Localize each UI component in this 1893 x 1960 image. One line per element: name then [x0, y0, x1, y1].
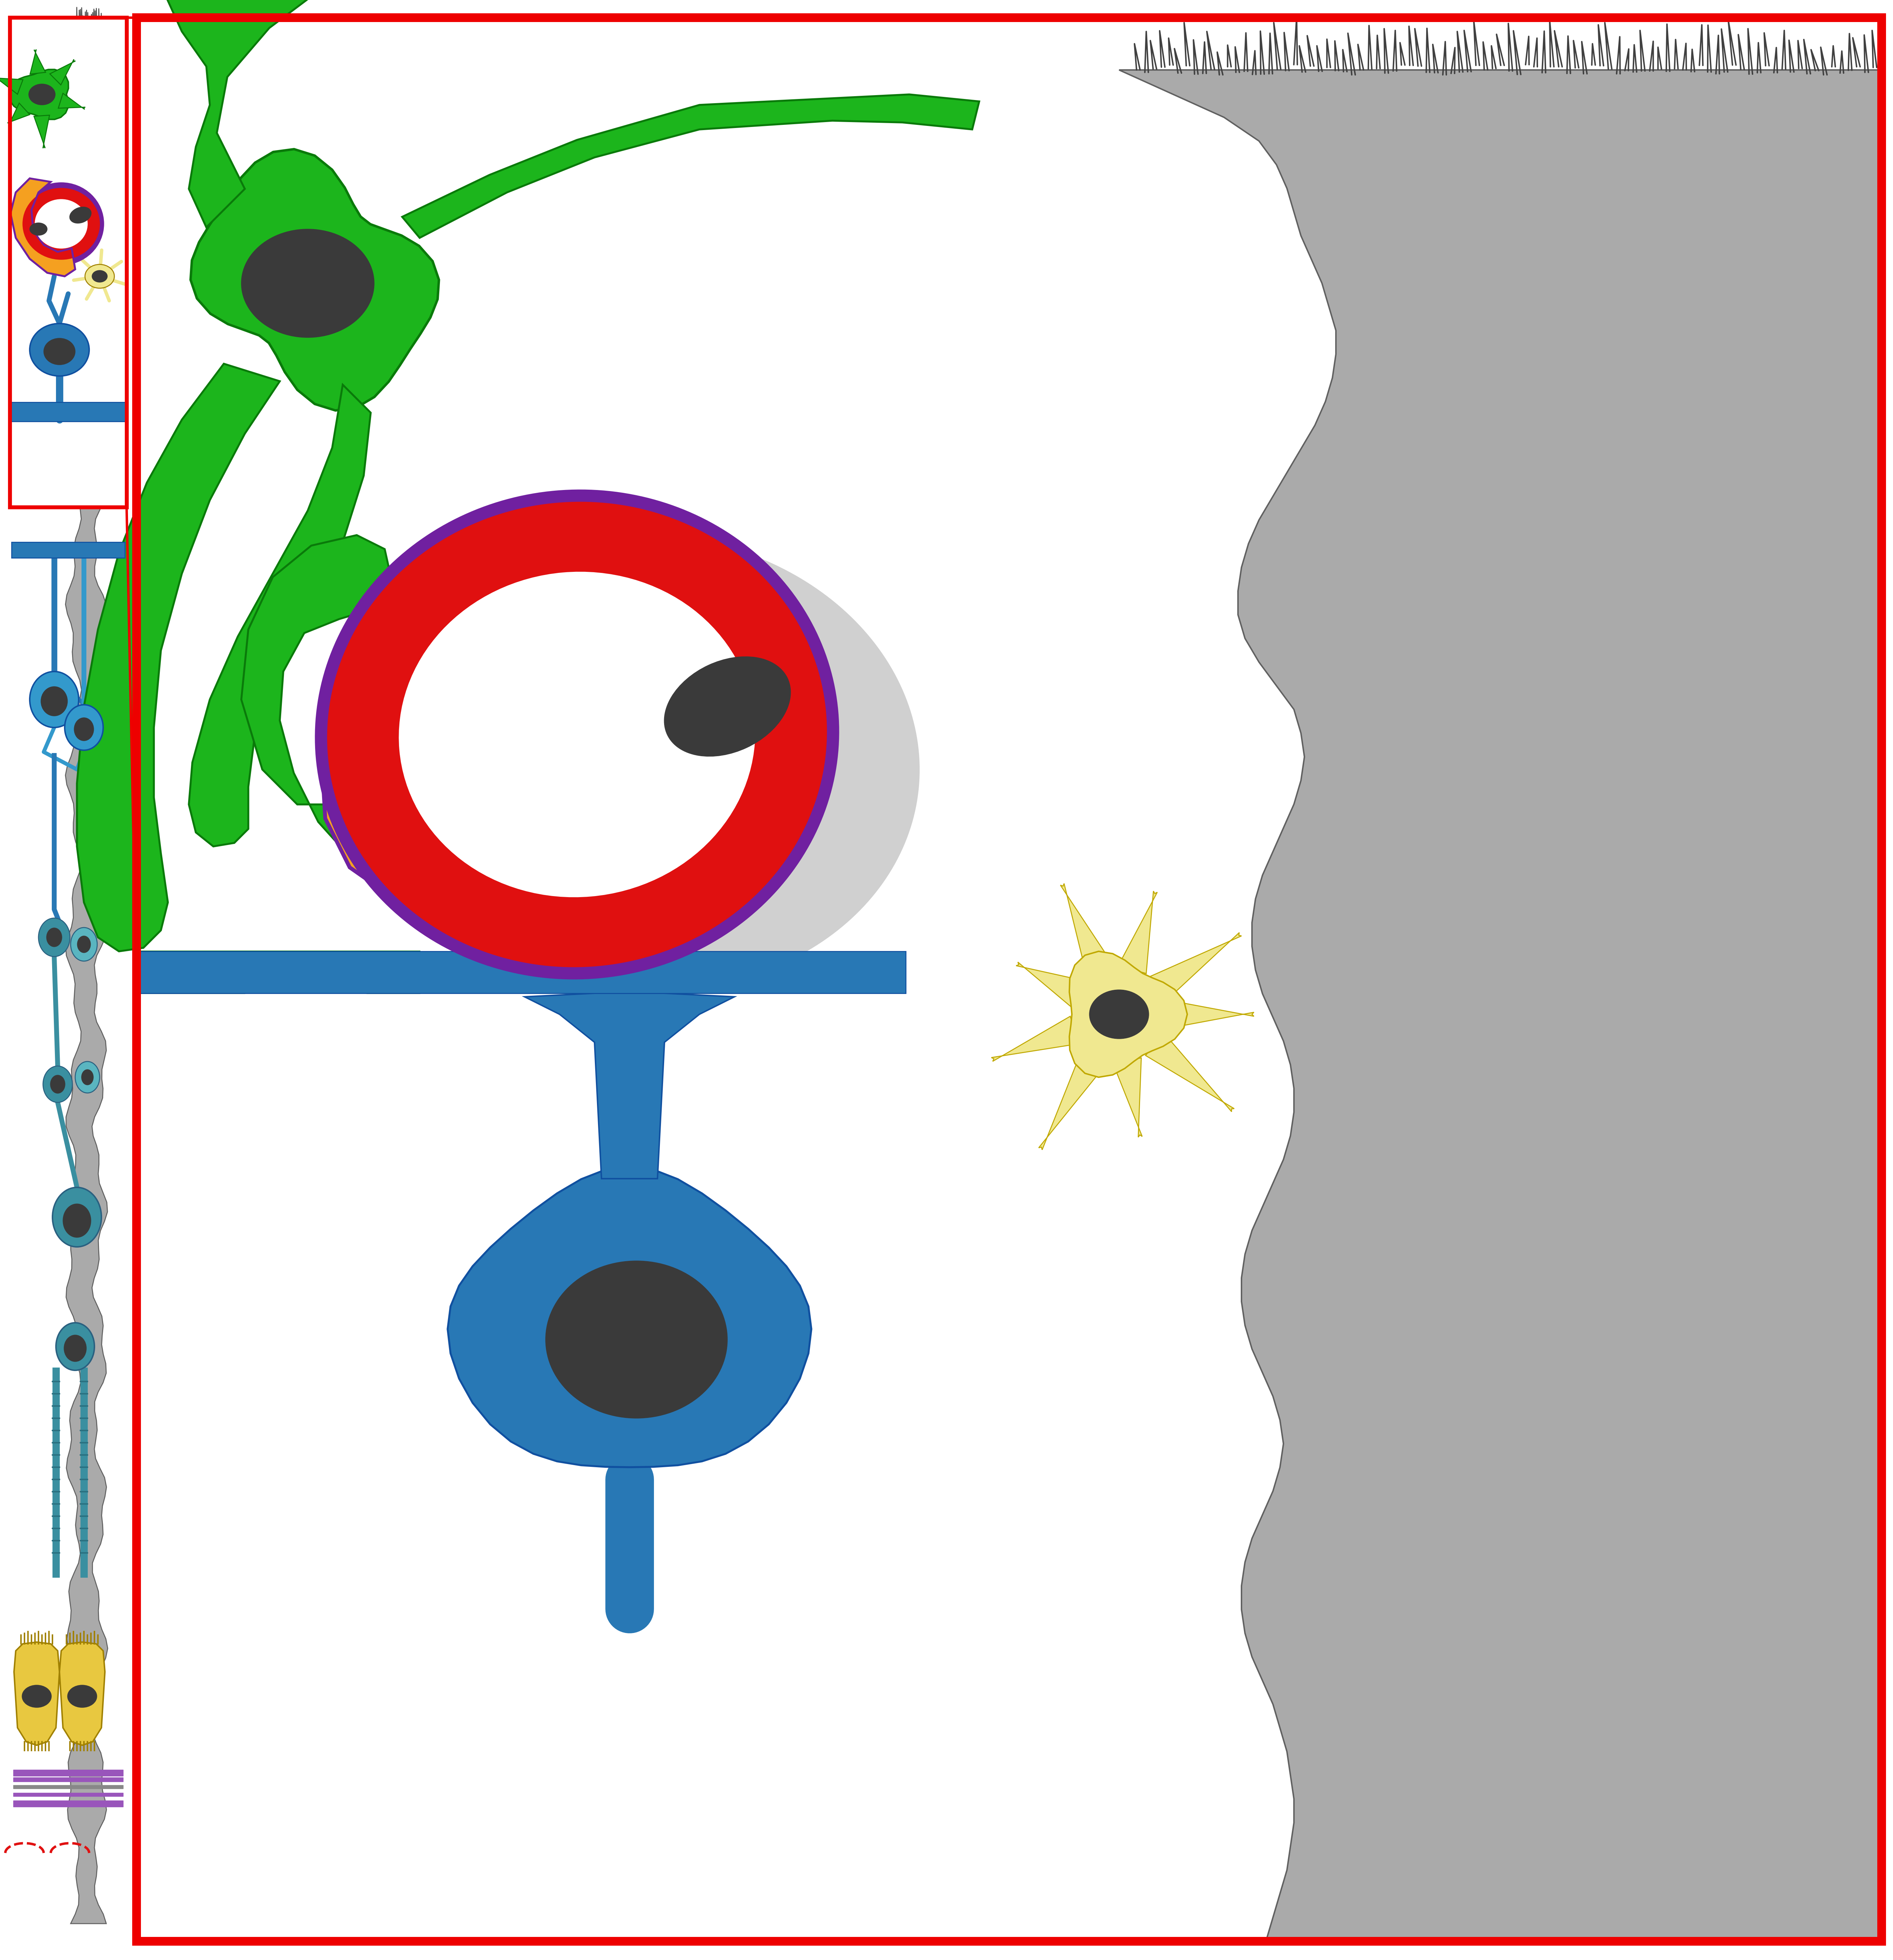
Ellipse shape [57, 1323, 95, 1370]
Ellipse shape [53, 1188, 102, 1247]
Ellipse shape [44, 1066, 72, 1102]
Polygon shape [1039, 1047, 1107, 1151]
Ellipse shape [70, 208, 91, 223]
Polygon shape [1017, 962, 1083, 1007]
Bar [9, 18, 127, 508]
Ellipse shape [314, 490, 839, 980]
Polygon shape [30, 49, 45, 74]
Ellipse shape [81, 1070, 93, 1086]
Polygon shape [189, 384, 371, 847]
Ellipse shape [44, 339, 76, 365]
Polygon shape [1070, 951, 1187, 1078]
Polygon shape [78, 365, 280, 951]
Polygon shape [240, 535, 424, 868]
Ellipse shape [47, 927, 62, 947]
Ellipse shape [68, 1686, 97, 1707]
Polygon shape [9, 69, 68, 120]
Polygon shape [66, 35, 108, 1923]
Ellipse shape [375, 625, 479, 704]
Ellipse shape [78, 937, 91, 953]
Polygon shape [524, 994, 734, 1178]
Polygon shape [401, 94, 979, 237]
Polygon shape [165, 0, 350, 227]
Ellipse shape [375, 535, 920, 990]
Bar [11, 543, 125, 559]
Ellipse shape [240, 229, 375, 337]
Polygon shape [59, 94, 85, 110]
Polygon shape [447, 1166, 812, 1468]
Polygon shape [8, 104, 30, 125]
Bar [9, 18, 127, 508]
Ellipse shape [399, 572, 755, 898]
Ellipse shape [38, 917, 70, 956]
Polygon shape [1119, 71, 1882, 1940]
Polygon shape [191, 149, 439, 410]
Polygon shape [1145, 1033, 1234, 1111]
Polygon shape [992, 1017, 1079, 1062]
Polygon shape [1060, 884, 1113, 978]
Polygon shape [59, 1642, 104, 1744]
Ellipse shape [62, 1203, 91, 1237]
Ellipse shape [85, 265, 114, 288]
Ellipse shape [23, 188, 100, 259]
Polygon shape [0, 76, 23, 94]
Polygon shape [322, 580, 611, 906]
Ellipse shape [34, 200, 87, 249]
Ellipse shape [28, 84, 55, 106]
Ellipse shape [327, 502, 827, 966]
Polygon shape [1119, 892, 1157, 974]
Ellipse shape [1088, 990, 1149, 1039]
Ellipse shape [23, 1686, 51, 1707]
Ellipse shape [76, 1062, 100, 1094]
Ellipse shape [74, 717, 95, 741]
Ellipse shape [51, 1076, 64, 1094]
Ellipse shape [64, 706, 102, 751]
Ellipse shape [93, 270, 108, 282]
Ellipse shape [64, 1335, 87, 1362]
Polygon shape [34, 116, 49, 149]
Bar [11, 402, 127, 421]
Ellipse shape [70, 927, 97, 960]
Polygon shape [1151, 933, 1242, 1002]
Bar [13, 1770, 123, 1776]
Polygon shape [136, 951, 420, 994]
Polygon shape [13, 1642, 59, 1744]
Ellipse shape [664, 657, 791, 757]
Polygon shape [1113, 1058, 1141, 1137]
Bar [13, 1786, 123, 1789]
Polygon shape [49, 59, 76, 84]
Ellipse shape [42, 686, 68, 715]
Bar [13, 1801, 123, 1807]
Ellipse shape [441, 739, 524, 800]
Bar [13, 1793, 123, 1795]
Polygon shape [1166, 1000, 1253, 1029]
Ellipse shape [19, 182, 104, 265]
Ellipse shape [30, 323, 89, 376]
Bar [13, 1778, 123, 1782]
Polygon shape [11, 178, 76, 276]
Ellipse shape [30, 223, 47, 235]
Ellipse shape [30, 672, 80, 727]
Ellipse shape [545, 1260, 727, 1419]
Bar [136, 951, 905, 994]
